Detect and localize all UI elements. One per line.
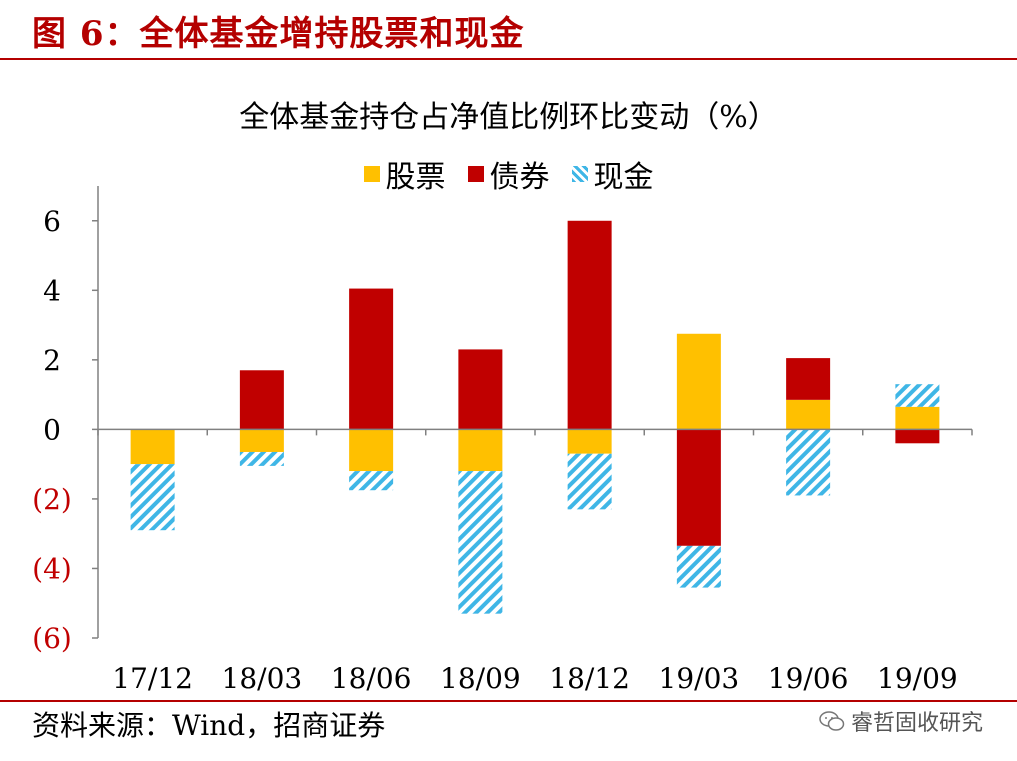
bar-stock-18-06 bbox=[349, 429, 394, 472]
x-tick-label: 19/06 bbox=[768, 662, 849, 695]
bar-bond-18-03 bbox=[239, 370, 284, 430]
bar-cash-18-12 bbox=[567, 453, 612, 510]
bar-cash-18-03 bbox=[239, 451, 284, 466]
bar-cash-19-09 bbox=[895, 384, 940, 407]
figure-header: 图 6：全体基金增持股票和现金 bbox=[0, 0, 1017, 62]
figure-title: 图 6：全体基金增持股票和现金 bbox=[32, 14, 525, 54]
bar-cash-18-06 bbox=[349, 471, 394, 491]
legend-swatch-bond bbox=[467, 166, 484, 182]
bar-stock-18-03 bbox=[239, 429, 284, 452]
legend-item-cash: 现金 bbox=[571, 152, 654, 196]
x-tick-label: 17/12 bbox=[112, 662, 193, 695]
bar-stock-17-12 bbox=[130, 429, 175, 465]
bars-layer bbox=[130, 220, 940, 614]
y-tick-label: (4) bbox=[32, 552, 72, 585]
x-tick-label: 18/06 bbox=[331, 662, 412, 695]
bar-cash-17-12 bbox=[130, 464, 175, 531]
bar-bond-18-12 bbox=[567, 220, 612, 430]
x-tick-label: 19/03 bbox=[659, 662, 740, 695]
bar-cash-19-03 bbox=[676, 545, 721, 588]
wechat-icon bbox=[819, 711, 845, 731]
y-tick-label: (6) bbox=[32, 622, 72, 655]
bar-bond-19-06 bbox=[786, 358, 831, 400]
chart-title: 全体基金持仓占净值比例环比变动（%） bbox=[239, 100, 778, 135]
bar-stock-18-12 bbox=[567, 429, 612, 454]
y-tick-label: 4 bbox=[43, 274, 61, 307]
bar-bond-19-03 bbox=[676, 429, 721, 546]
x-tick-label: 19/09 bbox=[877, 662, 958, 695]
bar-bond-18-06 bbox=[349, 288, 394, 430]
legend-item-stock: 股票 bbox=[363, 152, 446, 196]
x-tick-label: 18/03 bbox=[222, 662, 303, 695]
x-tick-label: 18/09 bbox=[440, 662, 521, 695]
x-tick-label: 18/12 bbox=[549, 662, 630, 695]
footer-rule bbox=[0, 700, 1017, 702]
legend-swatch-stock bbox=[363, 166, 380, 182]
watermark: 睿哲固收研究 bbox=[819, 705, 983, 737]
legend-label-stock: 股票 bbox=[385, 160, 446, 195]
legend-swatch-cash bbox=[571, 166, 588, 182]
source-note: 资料来源：Wind，招商证券 bbox=[32, 709, 386, 742]
watermark-text: 睿哲固收研究 bbox=[850, 711, 983, 736]
y-tick-label: (2) bbox=[32, 483, 72, 516]
bar-stock-19-09 bbox=[895, 406, 940, 430]
bar-cash-18-09 bbox=[458, 471, 503, 614]
stacked-bar-chart: 17/12 18/03 18/06 18/09 18/12 19/03 19/06 19/09… bbox=[32, 186, 973, 695]
axes-layer: 17/12 18/03 18/06 18/09 18/12 19/03 19/06 19/09… bbox=[32, 186, 973, 695]
bar-bond-18-09 bbox=[458, 349, 503, 430]
legend-item-bond: 债券 bbox=[467, 152, 550, 196]
bar-stock-19-06 bbox=[786, 399, 831, 430]
chart-legend: 股票 债券 现金 bbox=[0, 152, 1017, 196]
bar-stock-18-09 bbox=[458, 429, 503, 472]
bar-stock-19-03 bbox=[676, 333, 721, 430]
header-rule bbox=[0, 58, 1017, 60]
legend-label-bond: 债券 bbox=[489, 160, 550, 195]
y-tick-label: 2 bbox=[43, 344, 61, 377]
y-tick-label: 6 bbox=[43, 205, 61, 238]
y-tick-label: 0 bbox=[43, 413, 61, 446]
bar-bond-19-09 bbox=[895, 429, 940, 444]
legend-label-cash: 现金 bbox=[593, 160, 654, 195]
bar-cash-19-06 bbox=[786, 429, 831, 496]
